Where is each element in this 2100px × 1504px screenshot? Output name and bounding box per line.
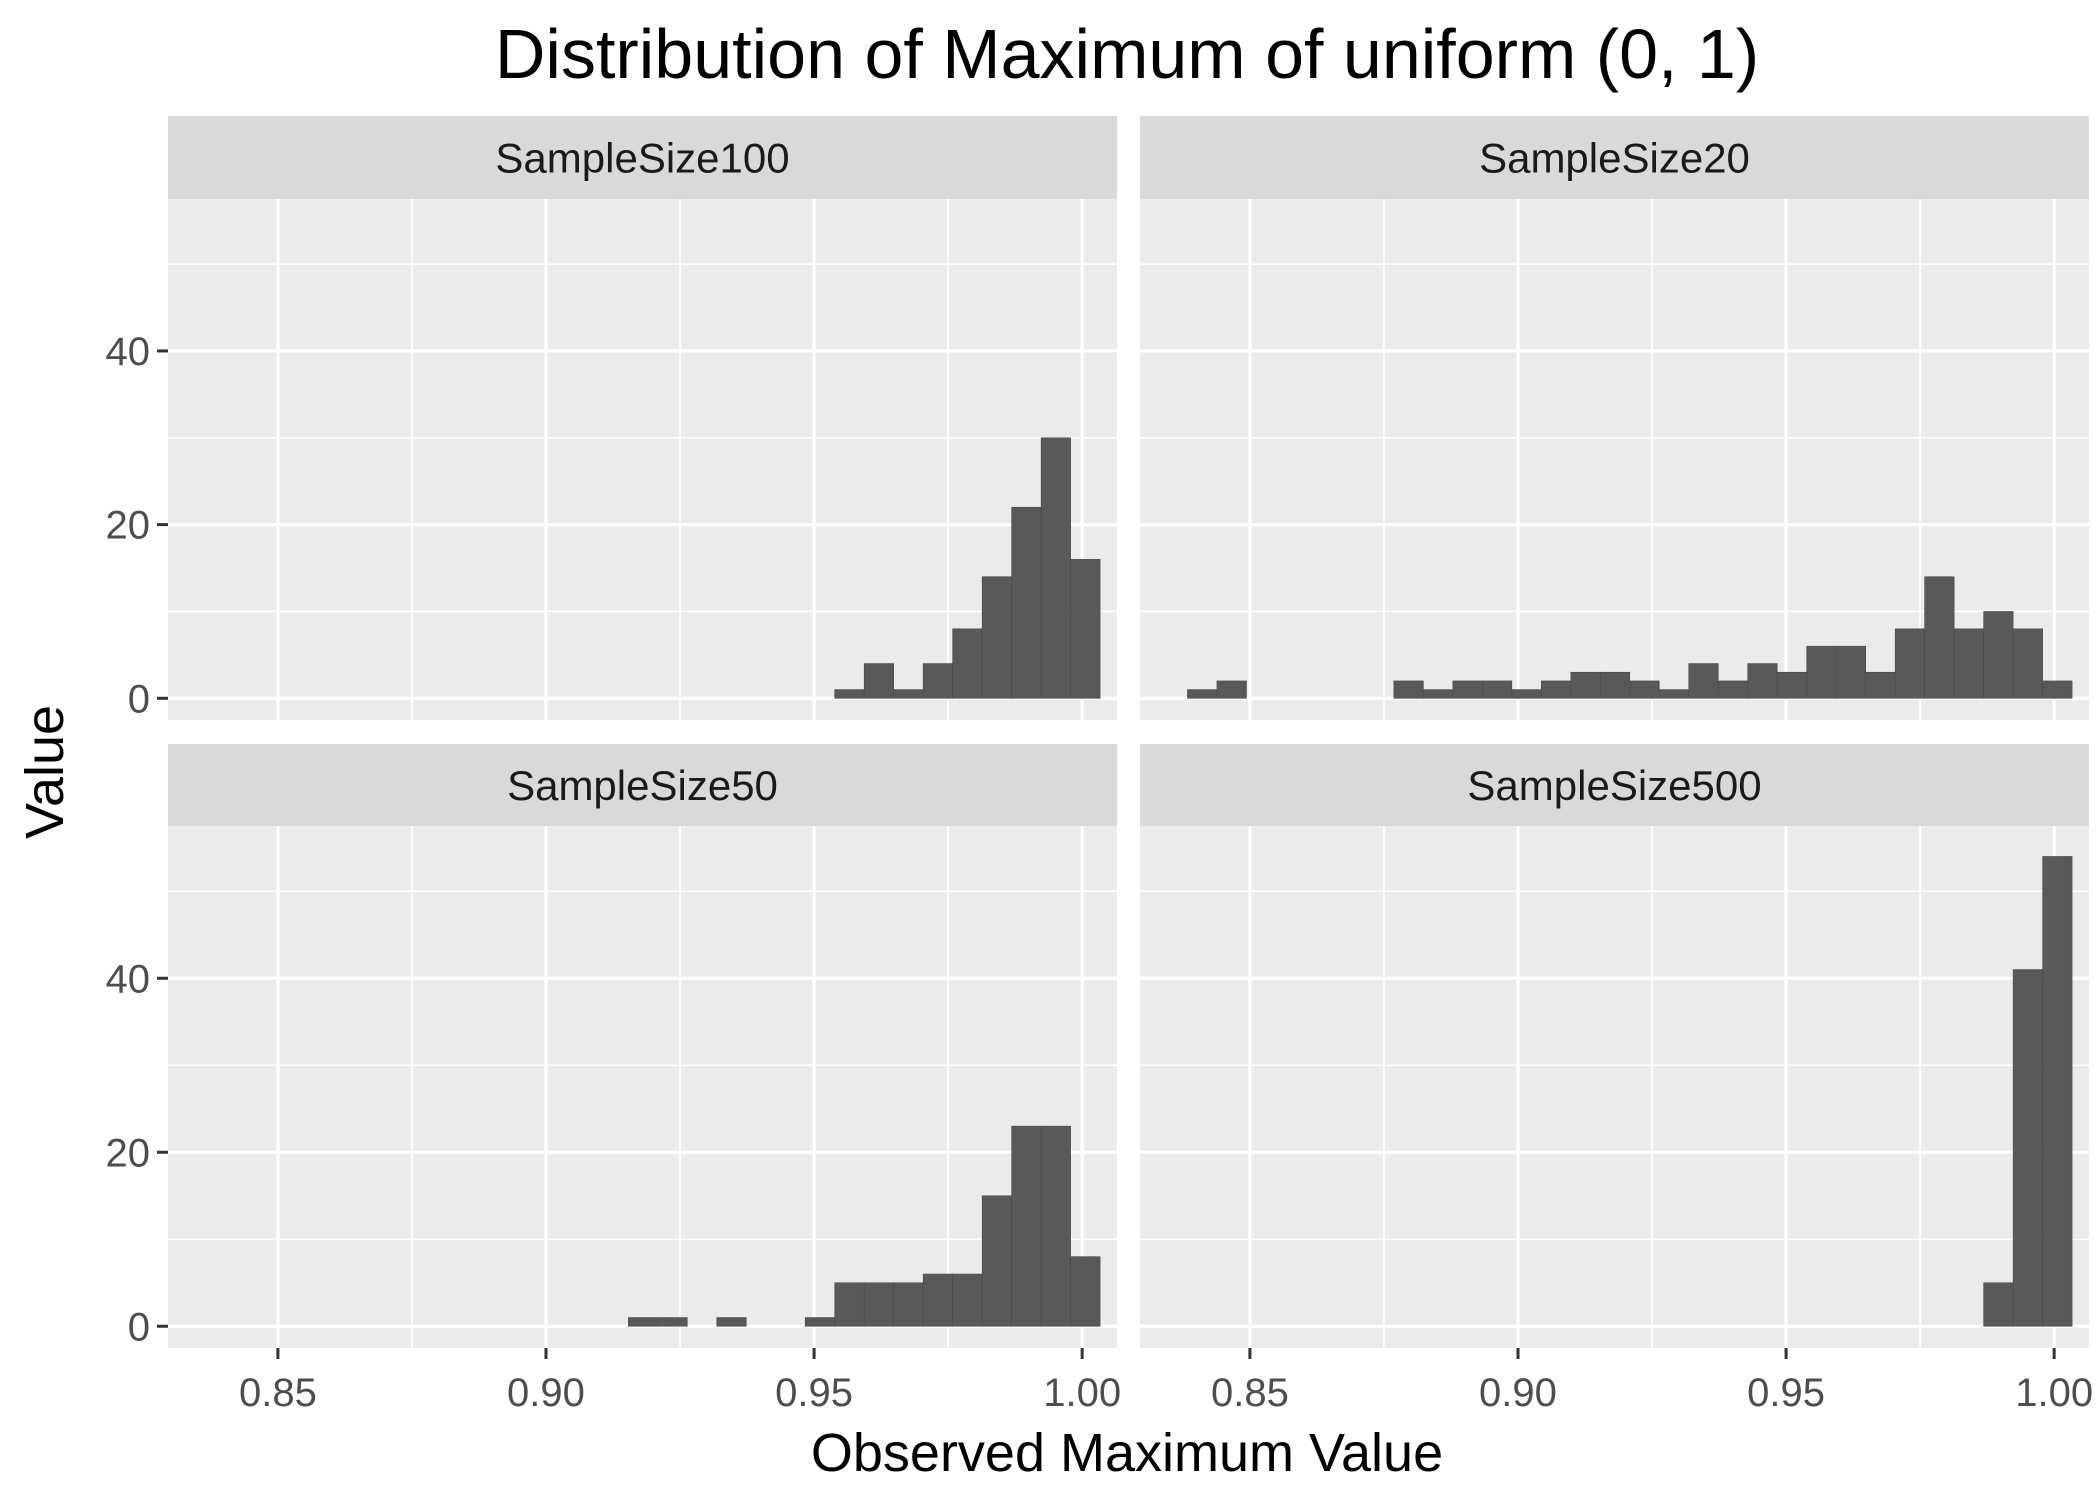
- histogram-bar: [922, 663, 953, 699]
- histogram-bar: [863, 1282, 894, 1327]
- histogram-bar: [1423, 689, 1454, 699]
- x-tick-label: 0.85: [1211, 1371, 1289, 1415]
- histogram-bar: [716, 1317, 747, 1327]
- strip-label: SampleSize20: [1479, 135, 1750, 182]
- histogram-bar: [1924, 576, 1955, 699]
- histogram-bar: [834, 689, 865, 699]
- histogram-bar: [922, 1273, 953, 1327]
- x-tick-label: 0.95: [1747, 1371, 1825, 1415]
- y-tick-label: 20: [106, 1131, 151, 1175]
- histogram-bar: [657, 1317, 688, 1327]
- histogram-bar: [1541, 680, 1572, 699]
- panel-samplesize20: SampleSize20: [1140, 116, 2089, 720]
- y-tick-label: 40: [106, 330, 151, 374]
- histogram-bar: [1482, 680, 1513, 699]
- histogram-bar: [1570, 671, 1601, 699]
- y-tick-label: 40: [106, 957, 151, 1001]
- histogram-bar: [1629, 680, 1660, 699]
- facet-panels: SampleSize100 0 20 40 SampleSize20 SampleSize…: [106, 116, 2093, 1415]
- strip-label: SampleSize50: [507, 762, 778, 809]
- y-axis-title: Value: [15, 705, 75, 839]
- histogram-bar: [1216, 680, 1247, 699]
- histogram-bar: [2042, 856, 2073, 1327]
- histogram-bar: [1806, 645, 1837, 699]
- histogram-bar: [804, 1317, 836, 1327]
- histogram-bar: [1040, 1125, 1071, 1327]
- strip-label: SampleSize100: [495, 135, 789, 182]
- histogram-bar: [952, 628, 983, 699]
- x-tick-label: 0.90: [1479, 1371, 1557, 1415]
- histogram-bar: [1983, 611, 2014, 699]
- histogram-bar: [981, 576, 1012, 699]
- chart-title: Distribution of Maximum of uniform (0, 1…: [495, 15, 1759, 93]
- histogram-bar: [627, 1317, 659, 1327]
- histogram-bar: [1983, 1282, 2014, 1327]
- histogram-bar: [2042, 680, 2073, 699]
- histogram-bar: [1599, 671, 1631, 699]
- histogram-bar: [1835, 645, 1866, 699]
- histogram-bar: [981, 1195, 1012, 1327]
- x-tick-label: 0.95: [775, 1371, 853, 1415]
- histogram-bar: [1776, 671, 1808, 699]
- panel-background: [1140, 826, 2089, 1348]
- strip-label: SampleSize500: [1467, 762, 1761, 809]
- histogram-bar: [1688, 663, 1719, 699]
- panel-samplesize500: SampleSize500 0.85 0.90 0.95 1.00: [1140, 744, 2093, 1415]
- histogram-bar: [1187, 689, 1218, 699]
- histogram-bar: [1865, 671, 1896, 699]
- y-tick-label: 0: [128, 1305, 150, 1349]
- histogram-bar: [2012, 969, 2043, 1327]
- histogram-bar: [1011, 1125, 1042, 1327]
- histogram-bar: [1011, 506, 1042, 699]
- y-tick-label: 0: [128, 677, 150, 721]
- histogram-bar: [834, 1282, 865, 1327]
- panel-samplesize100: SampleSize100 0 20 40: [106, 116, 1117, 721]
- histogram-bar: [1747, 663, 1778, 699]
- strip-samplesize500: [1140, 744, 2089, 826]
- histogram-bar: [1040, 437, 1071, 699]
- y-tick-label: 20: [106, 504, 151, 548]
- strip-samplesize100: [168, 116, 1117, 199]
- histogram-bar: [893, 689, 924, 699]
- histogram-bar: [1717, 680, 1749, 699]
- x-tick-label: 1.00: [1043, 1371, 1121, 1415]
- x-tick-label: 0.85: [239, 1371, 317, 1415]
- x-tick-label: 1.00: [2015, 1371, 2093, 1415]
- histogram-bar: [1511, 689, 1542, 699]
- histogram-bar: [952, 1273, 983, 1327]
- histogram-bar: [893, 1282, 924, 1327]
- histogram-bar: [1393, 680, 1424, 699]
- strip-samplesize20: [1140, 116, 2089, 199]
- histogram-bar: [1070, 559, 1101, 699]
- histogram-bar: [2012, 628, 2043, 699]
- histogram-bar: [863, 663, 894, 699]
- histogram-bar: [1953, 628, 1984, 699]
- panel-samplesize50: SampleSize50 0 20 40 0.85 0.90 0.95 1.00: [106, 744, 1121, 1415]
- strip-samplesize50: [168, 744, 1117, 826]
- panel-background: [168, 826, 1117, 1348]
- x-tick-label: 0.90: [507, 1371, 585, 1415]
- histogram-bar: [1070, 1256, 1101, 1327]
- x-axis-title: Observed Maximum Value: [811, 1423, 1443, 1483]
- histogram-bar: [1894, 628, 1925, 699]
- histogram-bar: [1452, 680, 1483, 699]
- histogram-bar: [1658, 689, 1690, 699]
